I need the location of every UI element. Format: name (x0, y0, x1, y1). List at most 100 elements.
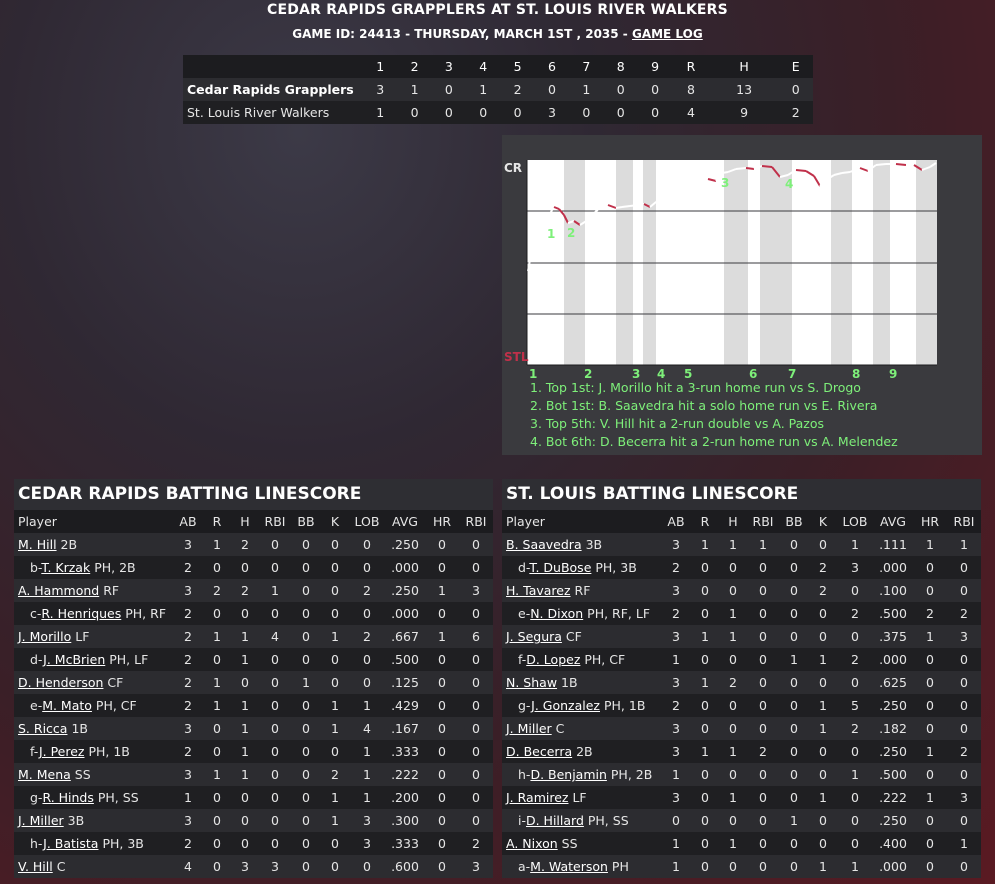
stat-cell: 1 (719, 533, 747, 556)
stat-cell: 0 (425, 533, 459, 556)
stat-cell: 0 (779, 556, 809, 579)
player-name-link[interactable]: J. Segura (506, 629, 562, 644)
stat-cell: .600 (385, 855, 425, 878)
player-position: LF (572, 790, 587, 805)
game-log-link[interactable]: GAME LOG (631, 27, 703, 41)
player-name-link[interactable]: M. Hill (18, 537, 57, 552)
player-name-link[interactable]: M. Waterson (530, 859, 608, 874)
player-name-link[interactable]: J. Morillo (18, 629, 72, 644)
sub-prefix: e- (30, 698, 43, 713)
player-name-link[interactable]: D. Benjamin (530, 767, 607, 782)
player-name-link[interactable]: D. Henderson (18, 675, 104, 690)
inning-label: 2 (584, 367, 592, 379)
stat-cell: 2 (661, 556, 691, 579)
player-position: 3B (585, 537, 603, 552)
wp-segment (655, 197, 663, 203)
player-row: e-N. Dixon PH, RF, LF 2 0 1 0 0 0 2.500 2 2 (502, 602, 981, 625)
player-position: PH, 1B (603, 698, 646, 713)
wp-segment (779, 174, 789, 178)
wp-segment (553, 206, 560, 210)
stat-cell: .200 (385, 786, 425, 809)
player-name-link[interactable]: T. DuBose (529, 560, 592, 575)
column-header: H (719, 510, 747, 533)
player-position: PH (611, 859, 629, 874)
stat-cell: 0 (947, 763, 981, 786)
stat-cell: 0 (425, 809, 459, 832)
stat-cell: 1 (809, 786, 837, 809)
player-name-link[interactable]: V. Hill (18, 859, 53, 874)
stat-cell: 0 (259, 832, 291, 855)
wp-segment (537, 239, 543, 244)
stat-cell: 0 (837, 809, 873, 832)
stat-cell: 2 (809, 579, 837, 602)
player-name-link[interactable]: N. Shaw (506, 675, 558, 690)
player-row: g-R. Hinds PH, SS 1 0 0 0 0 1 1.200 0 0 (14, 786, 493, 809)
player-name-link[interactable]: J. Gonzalez (531, 698, 600, 713)
inning-7-header: 7 (569, 55, 604, 78)
wp-segment (895, 163, 907, 166)
linescore-cell: 0 (569, 101, 604, 124)
game-info: GAME ID: 24413 - THURSDAY, MARCH 1ST , 2… (292, 27, 628, 41)
stat-cell: 1 (947, 832, 981, 855)
player-name-link[interactable]: T. Krzak (41, 560, 91, 575)
stat-cell: 0 (459, 763, 493, 786)
wp-segment (649, 201, 657, 208)
player-name-link[interactable]: S. Ricca (18, 721, 68, 736)
sub-prefix: g- (518, 698, 532, 713)
player-position: PH, SS (587, 813, 629, 828)
player-name-link[interactable]: R. Henriques (41, 606, 122, 621)
stat-cell: 1 (349, 740, 385, 763)
player-name-link[interactable]: M. Mato (42, 698, 92, 713)
player-row: f-J. Perez PH, 1B 2 0 1 0 0 0 1.333 0 0 (14, 740, 493, 763)
stat-cell: 0 (913, 694, 947, 717)
player-name-link[interactable]: J. McBrien (43, 652, 106, 667)
wp-segment (913, 164, 923, 171)
runs-header: R (672, 55, 710, 78)
key-events-list: 1. Top 1st: J. Morillo hit a 3-run home … (530, 379, 898, 451)
stat-cell: 0 (719, 556, 747, 579)
player-name-link[interactable]: D. Becerra (506, 744, 573, 759)
stat-cell: 0 (259, 786, 291, 809)
player-name-link[interactable]: J. Ramirez (506, 790, 569, 805)
stat-cell: 3 (661, 625, 691, 648)
wp-segment (721, 171, 729, 174)
stat-cell: 0 (459, 740, 493, 763)
column-header: LOB (837, 510, 873, 533)
player-name-link[interactable]: R. Hinds (42, 790, 94, 805)
stat-cell: 2 (459, 832, 493, 855)
stat-cell: 2 (173, 648, 203, 671)
stat-cell: 1 (349, 786, 385, 809)
linescore-cell: 0 (466, 101, 501, 124)
player-name-link[interactable]: A. Nixon (506, 836, 558, 851)
stat-cell: 0 (459, 717, 493, 740)
wp-segment (771, 166, 781, 178)
stat-cell: 0 (259, 809, 291, 832)
stat-cell: 0 (349, 602, 385, 625)
linescore-header-row: 1 2 3 4 5 6 7 8 9 R H E (183, 55, 813, 78)
key-event: 2. Bot 1st: B. Saavedra hit a solo home … (530, 398, 878, 413)
stat-cell: 3 (661, 579, 691, 602)
wp-segment (587, 212, 595, 221)
wp-segment (875, 163, 887, 166)
player-name-link[interactable]: J. Batista (43, 836, 99, 851)
stat-cell: 0 (947, 694, 981, 717)
stat-cell: 0 (459, 556, 493, 579)
player-name-link[interactable]: J. Miller (18, 813, 64, 828)
wp-segment (621, 205, 631, 208)
linescore-cell: 3 (363, 78, 398, 101)
player-name-link[interactable]: B. Saavedra (506, 537, 582, 552)
stat-cell: .667 (385, 625, 425, 648)
player-row: f-D. Lopez PH, CF 1 0 0 0 1 1 2.000 0 0 (502, 648, 981, 671)
player-name-link[interactable]: D. Lopez (526, 652, 581, 667)
player-name-link[interactable]: J. Miller (506, 721, 552, 736)
player-name-link[interactable]: D. Hillard (525, 813, 584, 828)
stat-cell: .182 (873, 717, 913, 740)
player-name-link[interactable]: N. Dixon (530, 606, 584, 621)
player-name-link[interactable]: M. Mena (18, 767, 71, 782)
column-header: RBI (459, 510, 493, 533)
wp-segment (579, 219, 589, 226)
player-name-link[interactable]: A. Hammond (18, 583, 100, 598)
player-name-link[interactable]: J. Perez (38, 744, 85, 759)
player-name-link[interactable]: H. Tavarez (506, 583, 571, 598)
player-position: 1B (71, 721, 88, 736)
